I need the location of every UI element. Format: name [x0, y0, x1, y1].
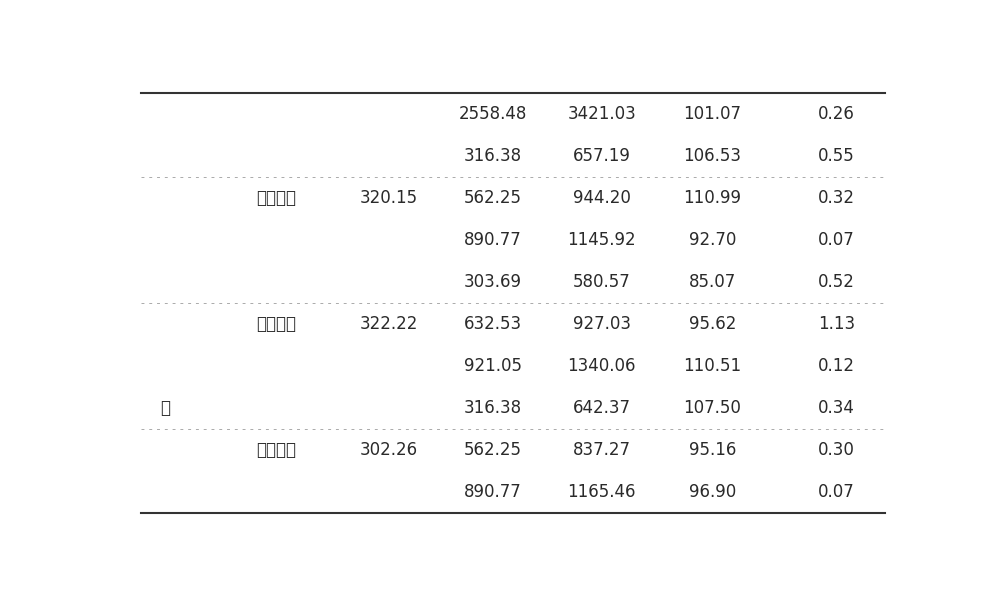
Text: 0.30: 0.30 [818, 441, 855, 459]
Text: 642.37: 642.37 [573, 399, 631, 417]
Text: 0.34: 0.34 [818, 399, 855, 417]
Text: 地下部分: 地下部分 [256, 441, 296, 459]
Text: 110.51: 110.51 [683, 357, 742, 375]
Text: 106.53: 106.53 [683, 147, 741, 165]
Text: 316.38: 316.38 [464, 147, 522, 165]
Text: 302.26: 302.26 [359, 441, 418, 459]
Text: 927.03: 927.03 [573, 315, 631, 333]
Text: 580.57: 580.57 [573, 273, 631, 291]
Text: 2558.48: 2558.48 [459, 105, 527, 123]
Text: 镜: 镜 [160, 399, 170, 417]
Text: 85.07: 85.07 [689, 273, 736, 291]
Text: 303.69: 303.69 [464, 273, 522, 291]
Text: 0.52: 0.52 [818, 273, 855, 291]
Text: 890.77: 890.77 [464, 483, 522, 501]
Text: 96.90: 96.90 [689, 483, 736, 501]
Text: 107.50: 107.50 [684, 399, 741, 417]
Text: 0.07: 0.07 [818, 483, 855, 501]
Text: 1165.46: 1165.46 [567, 483, 636, 501]
Text: 92.70: 92.70 [689, 231, 736, 249]
Text: 0.07: 0.07 [818, 231, 855, 249]
Text: 632.53: 632.53 [464, 315, 522, 333]
Text: 562.25: 562.25 [464, 441, 522, 459]
Text: 562.25: 562.25 [464, 189, 522, 207]
Text: 657.19: 657.19 [573, 147, 631, 165]
Text: 0.32: 0.32 [818, 189, 855, 207]
Text: 921.05: 921.05 [464, 357, 522, 375]
Text: 320.15: 320.15 [359, 189, 418, 207]
Text: 1.13: 1.13 [818, 315, 855, 333]
Text: 316.38: 316.38 [464, 399, 522, 417]
Text: 944.20: 944.20 [573, 189, 631, 207]
Text: 1340.06: 1340.06 [567, 357, 636, 375]
Text: 地上部分: 地上部分 [256, 315, 296, 333]
Text: 110.99: 110.99 [683, 189, 741, 207]
Text: 837.27: 837.27 [573, 441, 631, 459]
Text: 地下部分: 地下部分 [256, 189, 296, 207]
Text: 101.07: 101.07 [683, 105, 741, 123]
Text: 3421.03: 3421.03 [567, 105, 636, 123]
Text: 890.77: 890.77 [464, 231, 522, 249]
Text: 322.22: 322.22 [359, 315, 418, 333]
Text: 0.26: 0.26 [818, 105, 855, 123]
Text: 0.12: 0.12 [818, 357, 855, 375]
Text: 1145.92: 1145.92 [567, 231, 636, 249]
Text: 0.55: 0.55 [818, 147, 855, 165]
Text: 95.16: 95.16 [689, 441, 736, 459]
Text: 95.62: 95.62 [689, 315, 736, 333]
